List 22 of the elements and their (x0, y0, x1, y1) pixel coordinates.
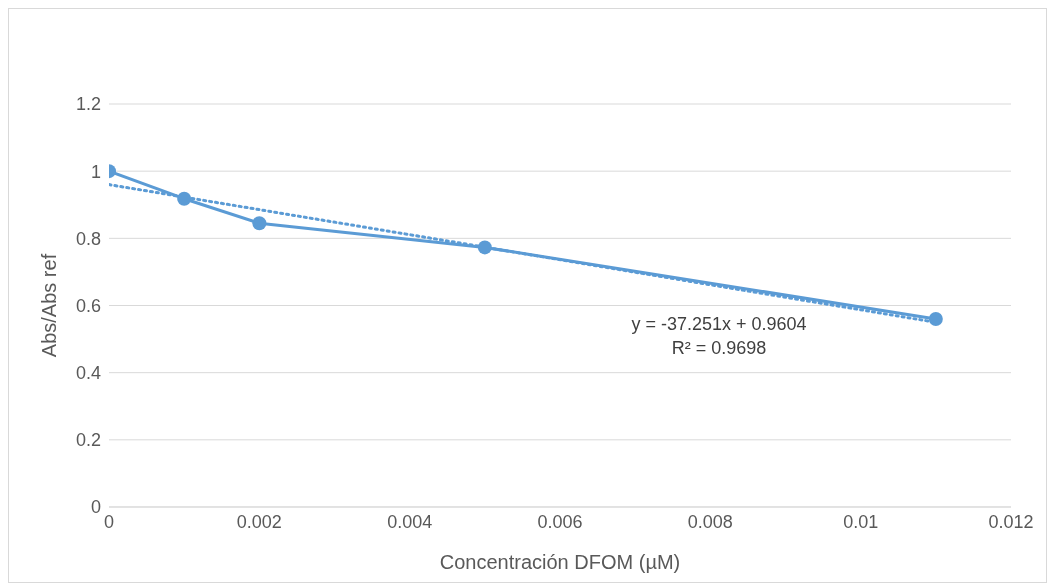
annotation: R² = 0.9698 (670, 338, 768, 359)
x-axis-title: Concentración DFOM (µM) (439, 551, 681, 573)
x-tick-label: 0.002 (236, 511, 282, 532)
point (177, 191, 192, 206)
y-tick-label: 1.2 (75, 94, 101, 115)
x-tick-label: 0.006 (537, 511, 583, 532)
x-tick-label: 0.004 (387, 511, 433, 532)
point (928, 311, 943, 326)
x-tick-label: 0.01 (843, 511, 879, 532)
point (477, 240, 492, 255)
y-tick-label: 0.6 (75, 295, 101, 316)
y-tick-label: 0.4 (75, 363, 101, 384)
annotation: y = -37.251x + 0.9604 (630, 314, 808, 335)
point (252, 216, 267, 231)
y-tick-label: 1 (90, 161, 101, 182)
y-tick-label: 0 (90, 497, 101, 518)
x-tick-label: 0.012 (988, 511, 1034, 532)
x-tick-label: 0 (103, 511, 115, 532)
x-tick-label: 0.008 (687, 511, 733, 532)
y-axis-title: Abs/Abs ref (38, 253, 61, 358)
y-tick-label: 0.8 (75, 228, 101, 249)
y-tick-label: 0.2 (75, 430, 101, 451)
